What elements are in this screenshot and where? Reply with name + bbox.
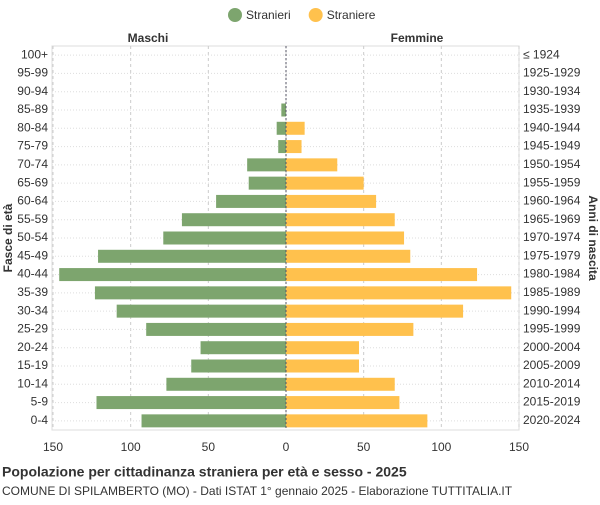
- bar: [98, 249, 287, 263]
- y-tick-label: 20-24: [17, 340, 48, 354]
- y2-tick-label: 1995-1999: [523, 322, 581, 336]
- chart-subtitle: COMUNE DI SPILAMBERTO (MO) - Dati ISTAT …: [2, 484, 513, 498]
- y2-tick-label: 1960-1964: [523, 194, 581, 208]
- bar: [116, 304, 286, 318]
- bar: [141, 414, 286, 428]
- y2-tick-label: 1975-1979: [523, 248, 581, 262]
- y-tick-label: 80-84: [17, 120, 48, 134]
- right-label: Femmine: [391, 31, 444, 45]
- y-tick-label: 90-94: [17, 84, 48, 98]
- y-tick-label: 25-29: [17, 322, 48, 336]
- bar: [281, 103, 286, 117]
- y2-tick-label: ≤ 1924: [523, 47, 560, 61]
- y-tick-label: 30-34: [17, 303, 48, 317]
- y2-tick-label: 2000-2004: [523, 340, 581, 354]
- x-tick-label: 150: [43, 440, 63, 454]
- y-tick-label: 35-39: [17, 285, 48, 299]
- y-tick-label: 65-69: [17, 175, 48, 189]
- x-tick-label: 0: [283, 440, 290, 454]
- bar: [96, 396, 286, 410]
- y2-tick-label: 1925-1929: [523, 66, 581, 80]
- y-tick-label: 75-79: [17, 139, 48, 153]
- chart-title: Popolazione per cittadinanza straniera p…: [2, 464, 407, 480]
- bar: [247, 158, 286, 172]
- legend-label: Straniere: [327, 8, 376, 22]
- y-tick-label: 50-54: [17, 230, 48, 244]
- y-tick-label: 15-19: [17, 358, 48, 372]
- bar: [216, 194, 286, 208]
- y2-tick-label: 1930-1934: [523, 84, 581, 98]
- y-tick-label: 0-4: [31, 413, 49, 427]
- y2-tick-label: 1990-1994: [523, 303, 581, 317]
- bar: [286, 304, 464, 318]
- bar: [286, 249, 411, 263]
- x-tick-label: 100: [431, 440, 451, 454]
- left-label: Maschi: [128, 31, 169, 45]
- bar: [286, 176, 364, 190]
- y-tick-label: 100+: [21, 47, 48, 61]
- x-tick-label: 150: [509, 440, 529, 454]
- bar: [163, 231, 286, 245]
- legend-label: Stranieri: [246, 8, 291, 22]
- bar: [286, 194, 377, 208]
- y2-tick-label: 1950-1954: [523, 157, 581, 171]
- bar: [166, 377, 286, 391]
- bar: [200, 341, 286, 355]
- y-tick-label: 60-64: [17, 194, 48, 208]
- bar: [286, 414, 428, 428]
- y2-tick-label: 1935-1939: [523, 102, 581, 116]
- y2-tick-label: 1985-1989: [523, 285, 581, 299]
- y-tick-label: 10-14: [17, 376, 48, 390]
- y2-tick-label: 1945-1949: [523, 139, 581, 153]
- bar: [286, 396, 400, 410]
- bar: [286, 286, 512, 300]
- bar: [286, 268, 478, 282]
- bar: [191, 359, 286, 373]
- bar: [248, 176, 286, 190]
- y2-tick-label: 2020-2024: [523, 413, 581, 427]
- y2-tick-label: 1940-1944: [523, 120, 581, 134]
- bar: [94, 286, 286, 300]
- legend-marker: [308, 8, 323, 22]
- y-axis-label: Fasce di età: [1, 203, 15, 272]
- y2-tick-label: 1980-1984: [523, 267, 581, 281]
- y-tick-label: 85-89: [17, 102, 48, 116]
- y-tick-label: 5-9: [31, 395, 49, 409]
- bar: [286, 231, 405, 245]
- bar: [286, 140, 302, 154]
- x-tick-label: 100: [121, 440, 141, 454]
- bar: [146, 322, 286, 336]
- y-tick-label: 55-59: [17, 212, 48, 226]
- y2-tick-label: 2010-2014: [523, 376, 581, 390]
- y2-tick-label: 1970-1974: [523, 230, 581, 244]
- bar: [181, 213, 286, 227]
- y2-tick-label: 2015-2019: [523, 395, 581, 409]
- x-tick-label: 50: [357, 440, 371, 454]
- bar: [286, 341, 360, 355]
- legend-marker: [228, 8, 242, 22]
- y-tick-label: 45-49: [17, 248, 48, 262]
- bar: [278, 140, 286, 154]
- y-tick-label: 95-99: [17, 66, 48, 80]
- x-tick-label: 50: [202, 440, 216, 454]
- y2-tick-label: 1965-1969: [523, 212, 581, 226]
- y2-axis-label: Anni di nascita: [586, 195, 600, 281]
- bar: [59, 268, 286, 282]
- bar: [286, 377, 395, 391]
- bar: [286, 158, 338, 172]
- bar: [286, 322, 414, 336]
- bar: [286, 213, 395, 227]
- y2-tick-label: 2005-2009: [523, 358, 581, 372]
- y-tick-label: 70-74: [17, 157, 48, 171]
- bar: [286, 121, 305, 135]
- y-tick-label: 40-44: [17, 267, 48, 281]
- y2-tick-label: 1955-1959: [523, 175, 581, 189]
- bar: [286, 359, 360, 373]
- bar: [276, 121, 286, 135]
